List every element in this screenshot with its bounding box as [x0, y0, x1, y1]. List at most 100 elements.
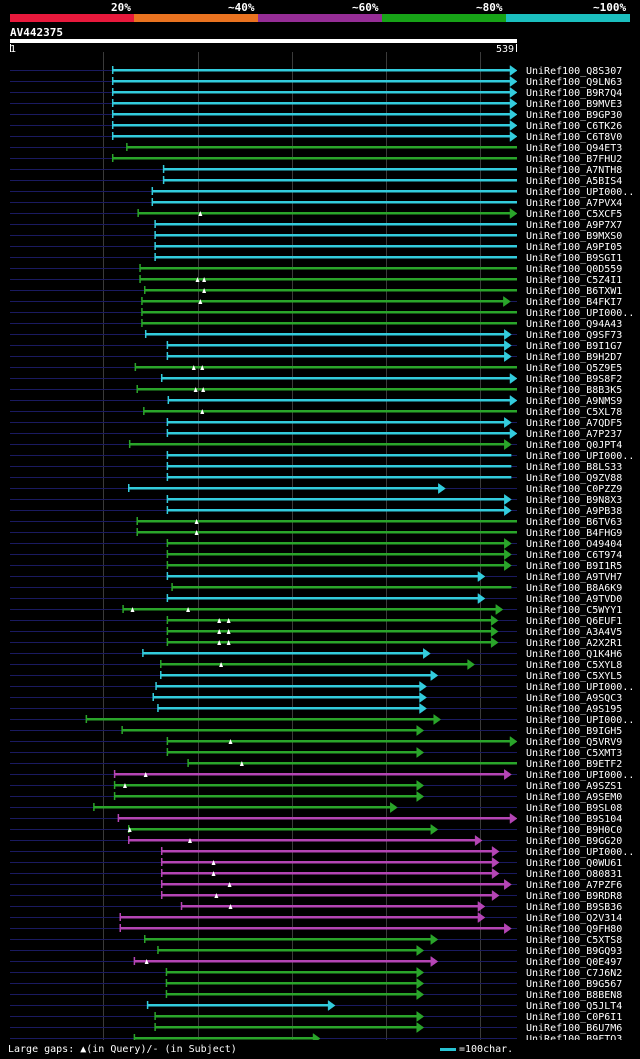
hit-arrow	[509, 120, 518, 131]
hit-bar	[112, 157, 517, 160]
hit-label: UniRef100_O80831	[526, 869, 622, 880]
gap-marker	[191, 365, 196, 370]
hit-bar	[163, 168, 518, 171]
identity-legend: 20% ~40% ~60% ~80% ~100%	[10, 1, 630, 23]
hit-arrow	[491, 846, 500, 857]
hit-bar	[140, 278, 517, 281]
hit-label: UniRef100_Q94ET3	[526, 143, 622, 154]
hit-bar	[112, 135, 511, 138]
hit-label: UniRef100_B9I1G7	[526, 341, 622, 352]
hit-label: UniRef100_C5Z4I1	[526, 275, 622, 286]
hit-arrow	[509, 395, 518, 406]
scale-bar	[440, 1047, 456, 1051]
gap-marker	[195, 277, 200, 282]
hit-bar	[134, 960, 432, 963]
hit-arrow	[509, 373, 518, 384]
hit-label: UniRef100_B9ETF2	[526, 759, 622, 770]
hit-label: UniRef100_B6U7M6	[526, 1023, 622, 1034]
hit-label: UniRef100_Q1K4H6	[526, 649, 622, 660]
hit-arrow	[433, 714, 442, 725]
hit-bar	[142, 652, 425, 655]
hit-label: UniRef100_B8LS33	[526, 462, 622, 473]
gap-marker	[194, 519, 199, 524]
gap-marker	[193, 387, 198, 392]
hit-bar	[137, 388, 517, 391]
hit-label: UniRef100_C5XL78	[526, 407, 622, 418]
hit-bar	[112, 113, 511, 116]
hit-label: UniRef100_A9P7X7	[526, 220, 622, 231]
hit-bar	[155, 1015, 418, 1018]
hit-bar	[166, 982, 418, 985]
hit-label: UniRef100_B9G567	[526, 979, 622, 990]
gap-marker	[228, 904, 233, 909]
hit-label: UniRef100_A9NMS9	[526, 396, 622, 407]
hit-bar	[167, 454, 512, 457]
hit-arrow	[477, 901, 486, 912]
hit-label: UniRef100_A9PI05	[526, 242, 622, 253]
legend-label-4: ~80%	[476, 1, 503, 14]
hit-arrow	[490, 615, 499, 626]
hit-label: UniRef100_Q8S307	[526, 66, 622, 77]
hit-arrow	[503, 296, 511, 307]
hit-label: UniRef100_C5XYL8	[526, 660, 622, 671]
hit-bar	[155, 1026, 418, 1029]
hit-label: UniRef100_Q94A43	[526, 319, 622, 330]
query-title: AV442375	[10, 26, 63, 39]
hit-bar	[167, 619, 493, 622]
hit-bar	[161, 850, 494, 853]
hit-arrow	[416, 989, 425, 1000]
hit-bar	[188, 762, 517, 765]
hit-label: UniRef100_A9TVH7	[526, 572, 622, 583]
hit-arrow	[430, 824, 439, 835]
scale-legend: =100char.	[440, 1044, 513, 1055]
hit-arrow	[504, 769, 512, 780]
gap-marker	[228, 739, 233, 744]
hit-bar	[167, 355, 506, 358]
hit-label: UniRef100_UPI000..	[526, 847, 634, 858]
legend-label-2: ~40%	[228, 1, 255, 14]
gap-marker	[211, 860, 216, 865]
hit-bar	[167, 553, 506, 556]
hit-bar	[114, 773, 506, 776]
hit-bar	[120, 916, 479, 919]
hit-label: UniRef100_A9SEM0	[526, 792, 622, 803]
hit-bar	[153, 696, 421, 699]
hit-bar	[167, 597, 479, 600]
hit-arrow	[416, 780, 425, 791]
ruler-end-label: 539	[496, 44, 515, 55]
hit-label: UniRef100_C7J6N2	[526, 968, 622, 979]
hit-arrow	[509, 87, 518, 98]
hit-bar	[152, 201, 517, 204]
gap-marker	[198, 211, 203, 216]
hit-label: UniRef100_B8A6K9	[526, 583, 622, 594]
hit-arrow	[416, 945, 425, 956]
gap-marker	[217, 618, 222, 623]
hit-label: UniRef100_Q5Z9E5	[526, 363, 622, 374]
hit-arrow	[509, 131, 518, 142]
legend-bar-1	[10, 14, 134, 22]
hit-arrow	[419, 703, 427, 714]
hit-label: UniRef100_B9RDR8	[526, 891, 622, 902]
hit-bar	[147, 1004, 330, 1007]
hit-label: UniRef100_C5XTS8	[526, 935, 622, 946]
gap-marker	[127, 827, 132, 832]
hit-bar	[167, 630, 493, 633]
legend-bar-2	[134, 14, 258, 22]
hit-bar	[161, 872, 494, 875]
hit-bar	[161, 894, 494, 897]
hit-label: UniRef100_C5XYL5	[526, 671, 622, 682]
hit-arrow	[327, 1000, 336, 1011]
hit-bar	[128, 839, 477, 842]
hit-bar	[135, 366, 517, 369]
hit-label: UniRef100_O49404	[526, 539, 622, 550]
hit-bar	[112, 80, 511, 83]
hit-label: UniRef100_A7PVX4	[526, 198, 622, 209]
gap-marker	[130, 607, 135, 612]
hit-label: UniRef100_Q5VRV9	[526, 737, 622, 748]
hit-label: UniRef100_Q0WU61	[526, 858, 622, 869]
hit-label: UniRef100_B9S104	[526, 814, 622, 825]
hit-bar	[155, 245, 517, 248]
hit-label: UniRef100_B4FHG9	[526, 528, 622, 539]
hit-arrow	[504, 351, 512, 362]
